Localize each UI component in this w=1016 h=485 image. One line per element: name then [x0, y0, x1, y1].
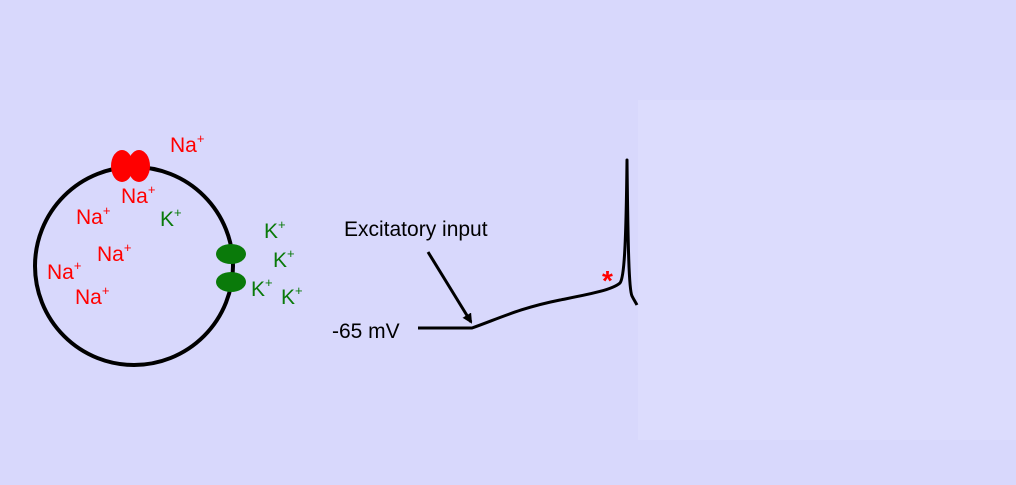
potassium-ion-outside: K+ — [251, 275, 273, 301]
sodium-ion: Na+ — [76, 203, 110, 229]
excitatory-input-label: Excitatory input — [344, 218, 488, 241]
trace-background-panel — [638, 100, 1016, 440]
sodium-ion: Na+ — [47, 258, 81, 284]
potassium-channel — [216, 244, 246, 292]
potassium-ion-outside: K+ — [281, 283, 303, 309]
resting-potential-label: -65 mV — [332, 320, 400, 343]
sodium-ion-outside: Na+ — [170, 131, 204, 157]
potassium-ion: K+ — [160, 205, 182, 231]
membrane-potential-trace — [418, 158, 639, 330]
threshold-marker: * — [602, 265, 613, 296]
sodium-ion: Na+ — [121, 182, 155, 208]
sodium-ion: Na+ — [97, 240, 131, 266]
potassium-ion-outside: K+ — [264, 217, 286, 243]
sodium-channel — [111, 150, 150, 182]
potassium-ion-outside: K+ — [273, 246, 295, 272]
sodium-ion: Na+ — [75, 283, 109, 309]
input-arrow — [426, 251, 473, 324]
